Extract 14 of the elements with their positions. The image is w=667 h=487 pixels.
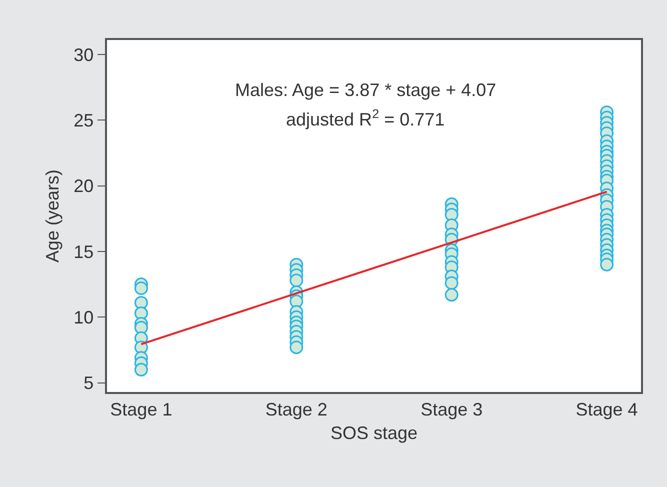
y-tick-label: 10 bbox=[74, 307, 94, 328]
x-axis-title: SOS stage bbox=[330, 422, 418, 443]
annotation: Males: Age = 3.87 * stage + 4.07 bbox=[235, 80, 496, 100]
y-axis-title: Age (years) bbox=[42, 169, 62, 263]
x-tick-label: Stage 1 bbox=[110, 399, 172, 420]
y-tick-label: 20 bbox=[74, 176, 94, 196]
y-tick-label: 15 bbox=[74, 242, 94, 262]
x-tick-label: Stage 3 bbox=[420, 399, 483, 420]
y-tick-label: 5 bbox=[84, 373, 94, 394]
y-tick-label: 25 bbox=[74, 110, 94, 130]
x-tick-label: Stage 4 bbox=[576, 399, 638, 420]
y-tick-label: 30 bbox=[74, 44, 94, 65]
x-tick-label: Stage 2 bbox=[265, 399, 328, 420]
annotation: adjusted R$^{2}$ = 0.771 bbox=[286, 107, 445, 130]
